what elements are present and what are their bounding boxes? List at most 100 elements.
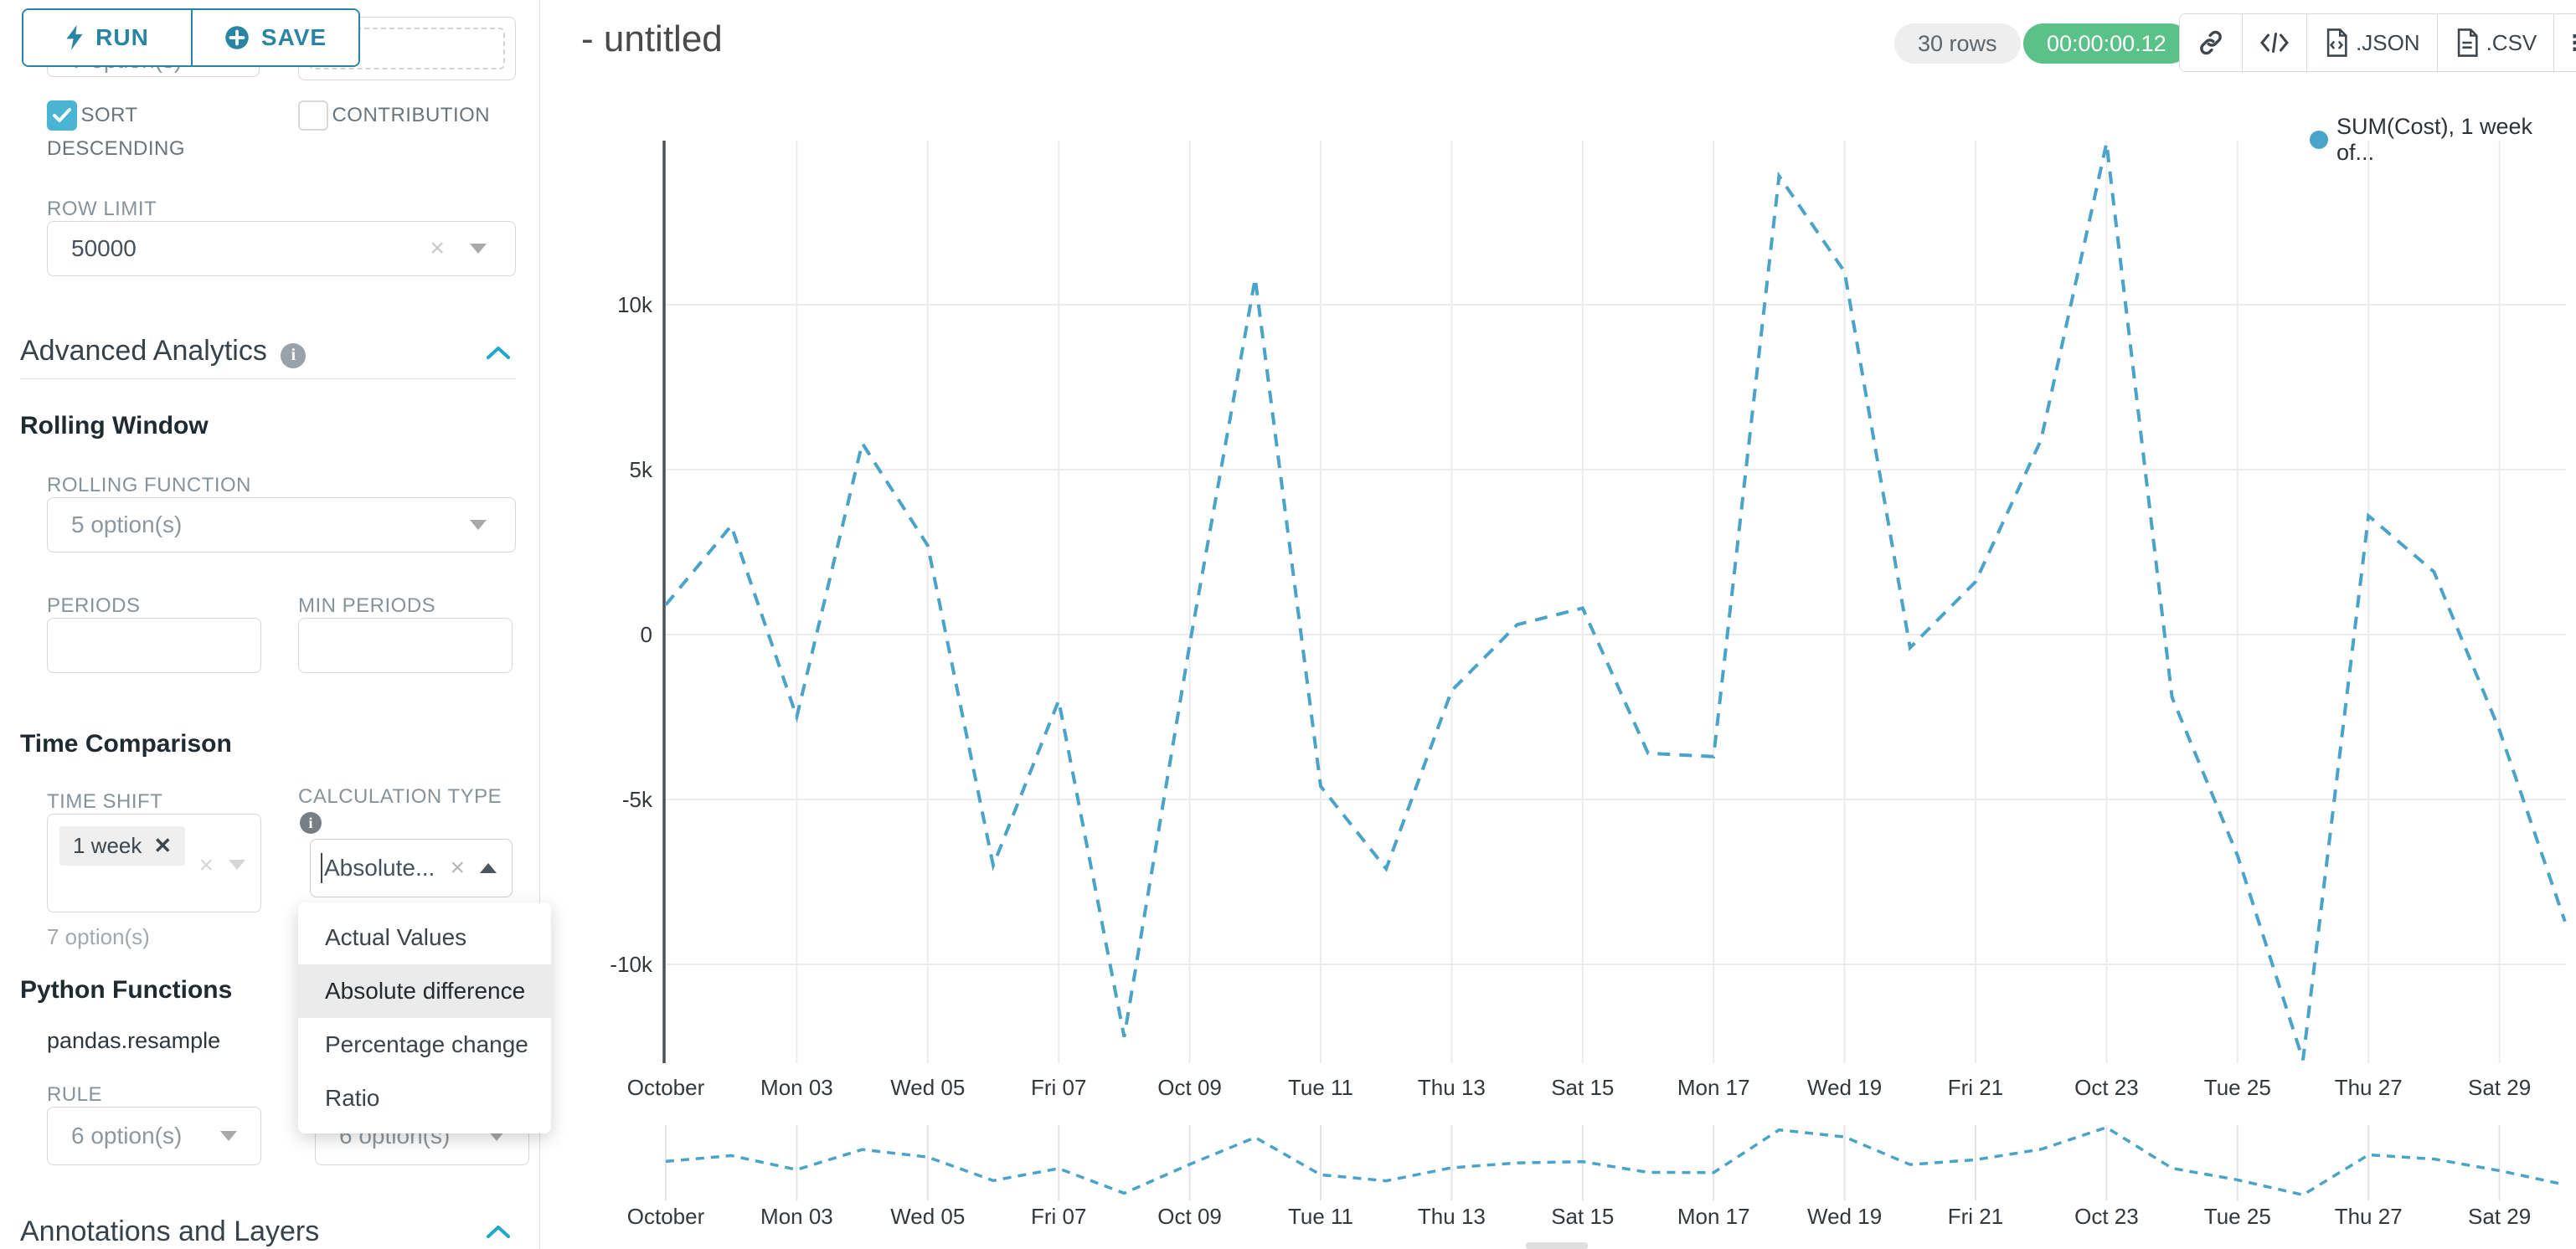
annotations-header[interactable]: Annotations and Layers [20, 1216, 516, 1248]
advanced-analytics-info-icon[interactable]: i [281, 342, 307, 368]
navigator-tick-label: Oct 09 [1157, 1204, 1222, 1229]
navigator-tick-label: Tue 25 [2204, 1204, 2271, 1229]
calculation-type-caret-up-icon[interactable] [480, 863, 497, 873]
navigator-tick-label: Oct 23 [2074, 1204, 2139, 1229]
run-button[interactable]: RUN [23, 10, 191, 65]
contribution-control[interactable]: CONTRIBUTION [298, 99, 533, 132]
y-tick-label: 10k [617, 292, 653, 317]
text-cursor [321, 853, 322, 883]
x-tick-label: Wed 19 [1807, 1075, 1882, 1100]
row-limit-caret-icon[interactable] [470, 244, 487, 254]
x-tick-label: October [627, 1075, 705, 1100]
y-tick-label: -5k [622, 787, 653, 812]
calculation-type-label: CALCULATION TYPE [298, 785, 502, 808]
x-tick-label: Tue 11 [1288, 1075, 1353, 1100]
save-button-label: SAVE [260, 24, 327, 50]
x-tick-label: Oct 09 [1157, 1075, 1222, 1100]
navigator-tick-label: Sat 15 [1551, 1204, 1614, 1229]
x-tick-label: Fri 21 [1948, 1075, 2003, 1100]
sort-descending-label: SORT DESCENDING [47, 104, 186, 161]
rule-label: RULE [47, 1083, 103, 1106]
annotations-title: Annotations and Layers [20, 1216, 320, 1247]
navigator-tick-label: October [627, 1204, 705, 1229]
calculation-type-info-icon[interactable]: i [300, 812, 322, 834]
row-count-badge: 30 rows [1894, 23, 2021, 64]
rolling-function-value: 5 option(s) [71, 511, 183, 537]
row-limit-value: 50000 [71, 235, 137, 261]
x-tick-label: Thu 27 [2335, 1075, 2403, 1100]
rule-select[interactable]: 6 option(s) [47, 1107, 261, 1165]
results-panel-drag-handle[interactable] [1526, 1242, 1588, 1249]
dropdown-option-absolute-difference[interactable]: Absolute difference [298, 964, 551, 1018]
navigator-tick-label: Wed 19 [1807, 1204, 1882, 1229]
sort-descending-control[interactable]: SORT DESCENDING [47, 99, 231, 166]
chart-menu-button[interactable] [2553, 14, 2576, 71]
x-tick-label: Wed 05 [890, 1075, 965, 1100]
python-functions-title: Python Functions [20, 976, 233, 1004]
periods-label: PERIODS [47, 594, 141, 617]
navigator-tick-label: Wed 05 [890, 1204, 965, 1229]
collapse-chevron-up-icon[interactable] [486, 345, 511, 360]
view-query-button[interactable] [2242, 14, 2306, 71]
legend-series-dot [2310, 131, 2328, 149]
navigator-tick-label: Mon 03 [760, 1204, 833, 1229]
legend-series-label: SUM(Cost), 1 week of... [2336, 114, 2533, 165]
run-save-group: RUN SAVE [22, 8, 360, 67]
advanced-analytics-header[interactable]: Advanced Analytics i [20, 335, 516, 368]
x-tick-label: Mon 17 [1677, 1075, 1750, 1100]
export-csv-button[interactable]: .CSV [2436, 14, 2554, 71]
chart-title[interactable]: - untitled [581, 18, 723, 59]
navigator-tick-label: Thu 13 [1418, 1204, 1486, 1229]
dropdown-option-percentage-change[interactable]: Percentage change [325, 1031, 528, 1057]
row-limit-label: ROW LIMIT [47, 198, 157, 220]
rolling-function-select[interactable]: 5 option(s) [47, 497, 516, 553]
export-toolbar: .JSON .CSV [2179, 13, 2576, 72]
code-icon [2260, 33, 2289, 53]
time-shift-caret-icon[interactable] [229, 860, 245, 870]
dropdown-option-ratio[interactable]: Ratio [325, 1085, 380, 1111]
pandas-resample-label: pandas.resample [47, 1028, 221, 1053]
navigator-tick-label: Thu 27 [2335, 1204, 2403, 1229]
calculation-type-value: Absolute... [324, 855, 435, 881]
link-icon [2200, 30, 2222, 55]
export-json-label: .JSON [2356, 29, 2420, 55]
dropdown-option-actual-values[interactable]: Actual Values [325, 924, 467, 950]
navigator-tick-label: Fri 07 [1031, 1204, 1086, 1229]
x-tick-label: Mon 03 [760, 1075, 833, 1100]
export-json-button[interactable]: .JSON [2306, 14, 2437, 71]
fill-method-caret-icon [488, 1131, 505, 1141]
file-code-icon [2326, 28, 2347, 57]
min-periods-input[interactable] [298, 618, 513, 673]
export-csv-label: .CSV [2486, 29, 2537, 55]
contribution-label: CONTRIBUTION [332, 104, 491, 126]
calculation-type-select[interactable]: Absolute... × [310, 839, 513, 897]
control-panel: 7 option(s) RUN SAVE [0, 0, 551, 1249]
row-limit-clear-icon[interactable]: × [430, 234, 445, 262]
navigator-series-line [665, 1125, 2566, 1197]
advanced-analytics-title: Advanced Analytics [20, 335, 267, 367]
chart-legend[interactable]: SUM(Cost), 1 week of... [2310, 114, 2576, 166]
query-timer-badge: 00:00:00.12 [2023, 23, 2190, 64]
time-shift-label: TIME SHIFT [47, 790, 163, 813]
time-shift-multiselect[interactable]: 1 week ✕ × [47, 814, 261, 912]
y-tick-label: -10k [610, 952, 653, 977]
time-shift-tag-label: 1 week [73, 833, 142, 858]
min-periods-label: MIN PERIODS [298, 594, 436, 617]
time-shift-clear-icon[interactable]: × [198, 851, 214, 879]
time-shift-tag-remove-icon[interactable]: ✕ [153, 833, 173, 858]
rule-caret-icon [220, 1131, 237, 1141]
navigator-tick-label: Fri 21 [1948, 1204, 2003, 1229]
annotations-chevron-up-icon[interactable] [486, 1224, 511, 1239]
sort-descending-checkbox[interactable] [47, 100, 77, 131]
x-tick-label: Fri 07 [1031, 1075, 1086, 1100]
y-tick-label: 5k [630, 457, 653, 482]
x-tick-label: Sat 15 [1551, 1075, 1614, 1100]
contribution-checkbox[interactable] [298, 100, 328, 131]
calculation-type-clear-icon[interactable]: × [450, 854, 465, 881]
copy-link-button[interactable] [2180, 14, 2242, 71]
periods-input[interactable] [47, 618, 261, 673]
save-button[interactable]: SAVE [191, 10, 358, 65]
row-limit-select[interactable]: 50000 × [47, 221, 516, 276]
